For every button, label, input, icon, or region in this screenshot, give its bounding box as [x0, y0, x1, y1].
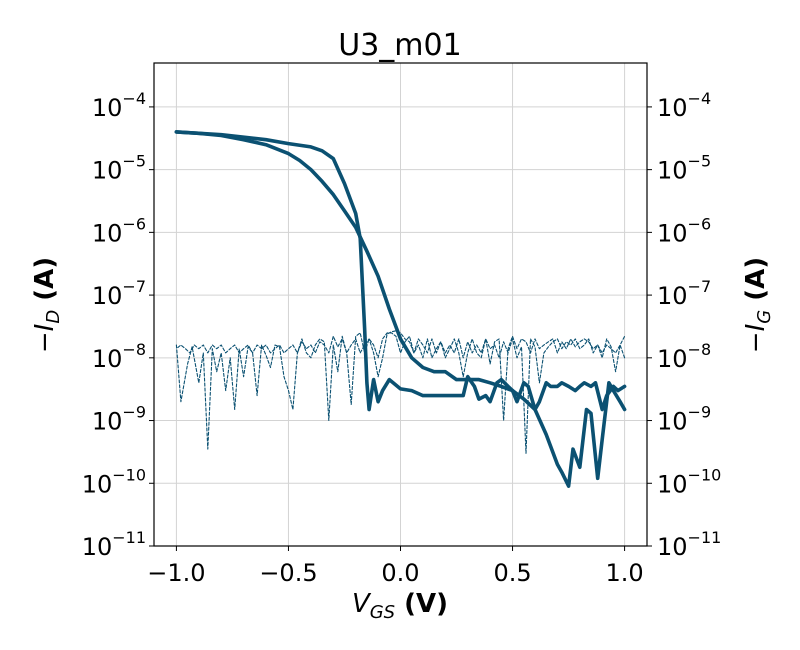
y-tick-label-right: 10−6 — [657, 214, 711, 247]
y-tick-label-left: 10−9 — [92, 403, 146, 436]
y-tick-label-left-base: 10 — [82, 533, 113, 561]
y-axis-label-left-sign: − — [30, 331, 60, 353]
y-tick-label-left: 10−11 — [82, 528, 146, 561]
y-tick-label-left-exponent: −11 — [112, 528, 146, 547]
y-tick-label-right-base: 10 — [657, 345, 688, 373]
y-tick-label-right: 10−7 — [657, 277, 711, 310]
ticks: −1.0 −0.5 0.0 0.5 1.010−4 10−410−5 10−510−6 10−… — [82, 89, 722, 587]
y-tick-label-left-base: 10 — [82, 470, 113, 498]
y-tick-label-left-base: 10 — [92, 345, 123, 373]
x-tick-label: −0.5 — [259, 559, 317, 587]
y-axis-label-right-unit: (A) — [741, 257, 771, 310]
y-axis-label-left-symbol: I — [30, 324, 60, 332]
x-axis-label-subscript: GS — [370, 602, 395, 623]
y-tick-label-left-base: 10 — [92, 219, 123, 247]
x-axis-label: VGS (V) — [352, 589, 448, 623]
y-tick-label-right-base: 10 — [657, 94, 688, 122]
y-tick-label-right-exponent: −10 — [688, 465, 722, 484]
y-tick-label-right-base: 10 — [657, 157, 688, 185]
series-drain-reverse — [174, 130, 627, 412]
y-tick-label-right-base: 10 — [657, 533, 688, 561]
y-tick-label-right: 10−9 — [657, 403, 711, 436]
x-tick-label: 0.0 — [381, 559, 419, 587]
y-tick-label-right: 10−11 — [657, 528, 721, 561]
y-axis-label-left: −ID (A) — [30, 257, 64, 353]
chart-title: U3_m01 — [338, 28, 461, 63]
x-tick-label: 0.5 — [493, 559, 531, 587]
y-tick-label-left-exponent: −9 — [122, 403, 146, 422]
y-axis-label-right-symbol: I — [741, 324, 771, 332]
series-layer — [174, 130, 627, 488]
y-tick-label-left: 10−7 — [92, 277, 146, 310]
y-tick-label-left: 10−4 — [92, 89, 146, 122]
y-tick-label-right-exponent: −11 — [688, 528, 722, 547]
y-tick-label-left-base: 10 — [92, 408, 123, 436]
y-tick-label-left-exponent: −10 — [112, 465, 146, 484]
y-tick-label-left: 10−10 — [82, 465, 146, 498]
y-tick-label-left-exponent: −7 — [122, 277, 146, 296]
y-tick-label-right: 10−5 — [657, 152, 711, 185]
y-tick-label-left: 10−6 — [92, 214, 146, 247]
y-tick-label-right: 10−10 — [657, 465, 721, 498]
y-tick-label-left: 10−5 — [92, 152, 146, 185]
y-tick-label-left-exponent: −8 — [122, 340, 146, 359]
y-tick-label-left-base: 10 — [92, 282, 123, 310]
y-tick-label-right-base: 10 — [657, 408, 688, 436]
y-tick-label-right-exponent: −5 — [688, 152, 712, 171]
y-tick-label-left-base: 10 — [92, 157, 123, 185]
y-tick-label-right-base: 10 — [657, 219, 688, 247]
y-tick-label-right-exponent: −8 — [688, 340, 712, 359]
y-axis-label-right: −IG (A) — [741, 257, 775, 353]
y-tick-label-right-exponent: −4 — [688, 89, 712, 108]
y-tick-label-right-exponent: −6 — [688, 214, 712, 233]
y-tick-label-right-base: 10 — [657, 282, 688, 310]
y-tick-label-left-base: 10 — [92, 94, 123, 122]
x-axis-label-symbol: V — [352, 589, 372, 619]
y-axis-label-left-subscript: D — [43, 310, 64, 324]
x-tick-label: −1.0 — [147, 559, 205, 587]
grid — [154, 63, 647, 547]
y-axis-label-left-unit: (A) — [30, 257, 60, 310]
y-tick-label-right-base: 10 — [657, 470, 688, 498]
y-tick-label-left-exponent: −6 — [122, 214, 146, 233]
y-tick-label-right-exponent: −9 — [688, 403, 712, 422]
y-tick-label-right: 10−4 — [657, 89, 711, 122]
x-axis-label-unit: (V) — [395, 589, 448, 619]
y-axis-label-right-subscript: G — [754, 310, 775, 324]
series-gate-reverse — [175, 330, 626, 454]
x-tick-label: 1.0 — [606, 559, 644, 587]
y-tick-label-left: 10−8 — [92, 340, 146, 373]
y-axis-label-right-sign: − — [741, 331, 771, 353]
y-tick-label-right-exponent: −7 — [688, 277, 712, 296]
y-tick-label-left-exponent: −4 — [122, 89, 146, 108]
y-tick-label-right: 10−8 — [657, 340, 711, 373]
series-drain-forward — [174, 130, 627, 488]
y-tick-label-left-exponent: −5 — [122, 152, 146, 171]
series-gate-forward — [175, 332, 626, 450]
